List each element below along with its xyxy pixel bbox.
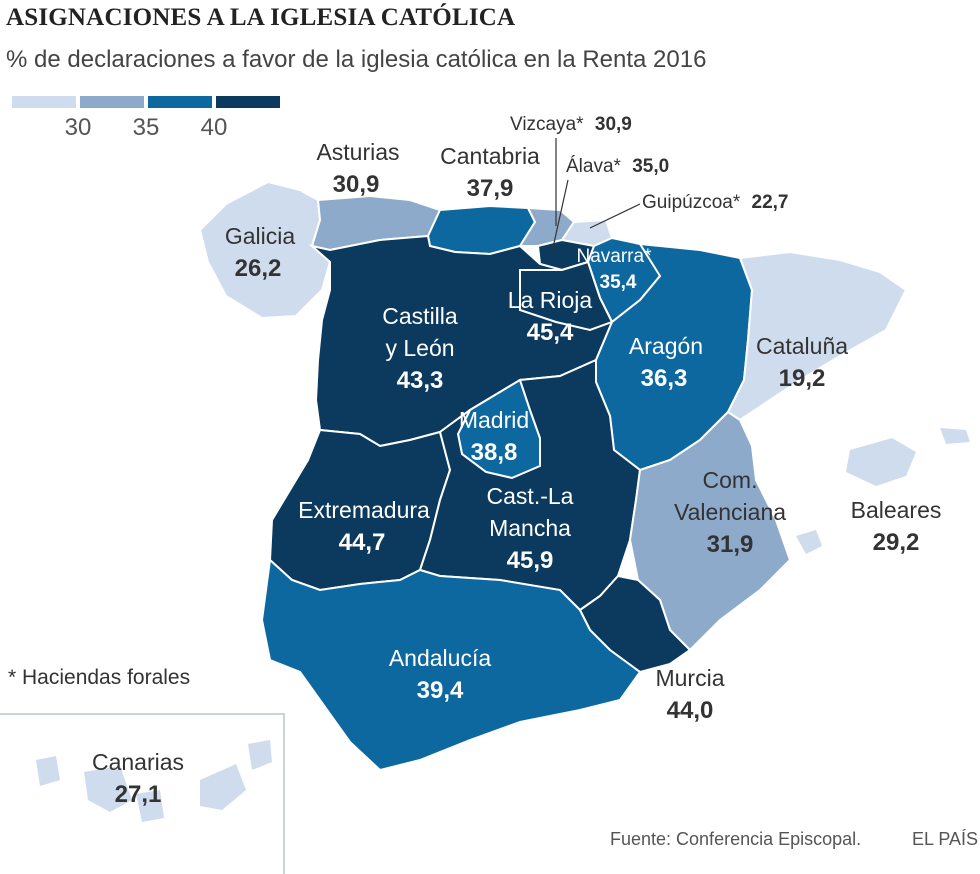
legend-tick-35: 35 — [132, 114, 160, 141]
source-credit: Fuente: Conferencia Episcopal. — [610, 829, 862, 849]
region-canarias-3 — [136, 790, 164, 822]
region-canarias-4 — [200, 764, 246, 810]
label-alava-value: 35,0 — [632, 156, 669, 177]
label-asturias-value: 30,9 — [333, 171, 380, 198]
label-extremadura-value: 44,7 — [339, 529, 386, 556]
label-cataluna-value: 19,2 — [779, 365, 826, 392]
label-galicia-value: 26,2 — [235, 255, 282, 282]
label-castillamancha-name-2: Mancha — [489, 515, 571, 541]
label-baleares-value: 29,2 — [873, 529, 920, 556]
label-vizcaya-name: Vizcaya* — [510, 114, 584, 135]
label-larioja-name: La Rioja — [508, 287, 593, 313]
publisher-brand: EL PAÍS — [912, 829, 979, 849]
legend-swatch-3 — [148, 96, 212, 108]
legend-swatch-2 — [80, 96, 144, 108]
label-baleares-name: Baleares — [851, 497, 942, 523]
region-cataluna — [726, 250, 908, 422]
canarias-inset-frame — [0, 713, 285, 874]
label-castillaleon-name-1: Castilla — [382, 303, 458, 329]
label-cantabria-value: 37,9 — [467, 175, 514, 202]
label-castillaleon-name-2: y León — [385, 335, 454, 361]
label-guipuzcoa: Guipúzcoa* 22,7 — [642, 192, 789, 213]
label-larioja-value: 45,4 — [527, 319, 574, 346]
label-cantabria-name: Cantabria — [440, 143, 540, 169]
label-murcia-name: Murcia — [655, 665, 724, 691]
label-murcia-value: 44,0 — [667, 697, 714, 724]
label-guipuzcoa-name: Guipúzcoa* — [642, 192, 741, 213]
region-murcia — [578, 574, 692, 674]
label-castillaleon-value: 43,3 — [397, 367, 444, 394]
region-andalucia — [260, 557, 642, 772]
label-guipuzcoa-value: 22,7 — [752, 192, 789, 213]
label-valenciana-name-2: Valenciana — [674, 499, 786, 525]
legend-swatch-4 — [216, 96, 280, 108]
label-valenciana-name-1: Com. — [703, 467, 758, 493]
label-galicia-name: Galicia — [225, 223, 296, 249]
label-navarra-value: 35,4 — [600, 272, 637, 293]
label-andalucia-value: 39,4 — [417, 677, 464, 704]
leader-line-guipuzcoa — [589, 203, 641, 229]
label-asturias-name: Asturias — [316, 139, 399, 165]
legend-tick-30: 30 — [64, 114, 92, 141]
label-extremadura-name: Extremadura — [298, 497, 430, 523]
label-madrid-name: Madrid — [459, 407, 529, 433]
label-alava: Álava* 35,0 — [566, 156, 669, 177]
region-baleares-menorca — [940, 428, 970, 444]
label-castillamancha-name-1: Cast.-La — [487, 483, 574, 509]
leader-line-alava — [551, 179, 569, 253]
region-galicia — [198, 180, 332, 320]
region-canarias-1 — [36, 756, 60, 786]
label-cataluna-name: Cataluña — [756, 333, 848, 359]
region-com-valenciana — [628, 410, 792, 652]
legend-swatch-1 — [12, 96, 76, 108]
label-andalucia-name: Andalucía — [389, 645, 492, 671]
label-aragon-name: Aragón — [629, 333, 703, 359]
label-canarias-name: Canarias — [92, 749, 184, 775]
region-baleares-ibiza — [796, 530, 822, 554]
label-vizcaya: Vizcaya* 30,9 — [510, 114, 632, 135]
label-valenciana-value: 31,9 — [707, 531, 754, 558]
region-canarias-2 — [84, 766, 132, 812]
region-canarias-5 — [248, 740, 272, 770]
footnote-haciendas-forales: * Haciendas forales — [8, 666, 191, 689]
label-alava-name: Álava* — [566, 156, 622, 177]
legend-tick-40: 40 — [200, 114, 228, 141]
page-subtitle: % de declaraciones a favor de la iglesia… — [6, 46, 707, 73]
label-castillamancha-value: 45,9 — [507, 547, 554, 574]
label-aragon-value: 36,3 — [641, 365, 688, 392]
region-baleares-mallorca — [846, 438, 916, 486]
label-vizcaya-value: 30,9 — [595, 114, 632, 135]
label-madrid-value: 38,8 — [471, 439, 518, 466]
label-canarias-value: 27,1 — [115, 781, 162, 808]
label-navarra-name: Navarra* — [577, 246, 653, 267]
page-title: ASIGNACIONES A LA IGLESIA CATÓLICA — [6, 4, 516, 31]
